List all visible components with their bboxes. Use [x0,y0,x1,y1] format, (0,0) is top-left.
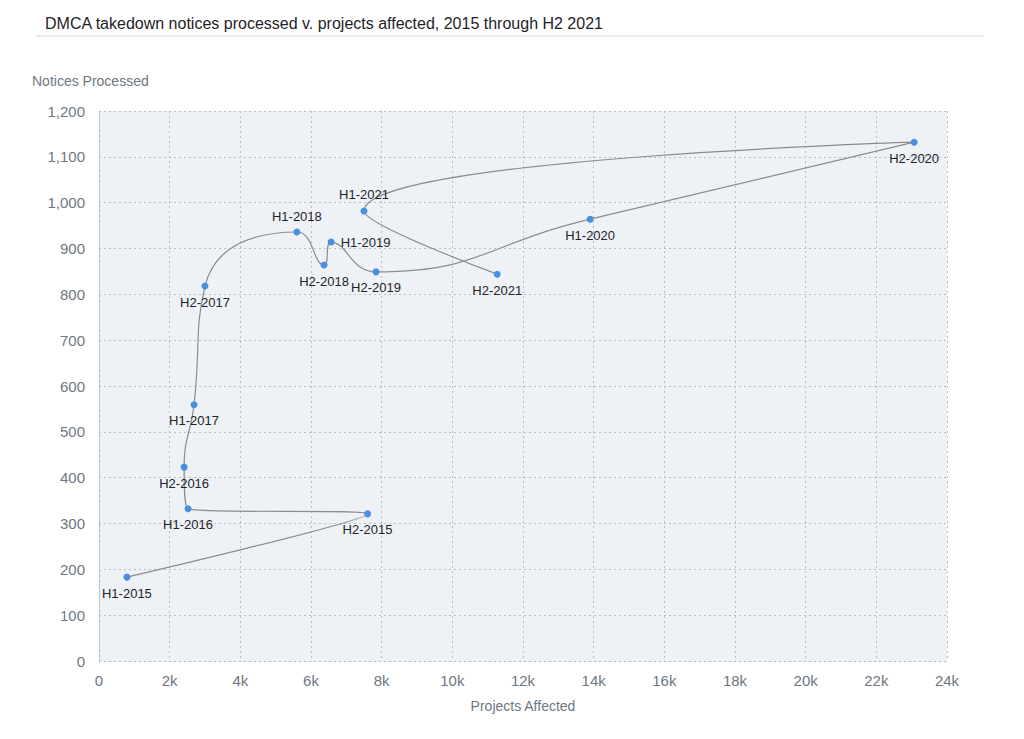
svg-text:H2-2015: H2-2015 [343,522,393,537]
svg-text:H1-2020: H1-2020 [565,228,615,243]
svg-text:2k: 2k [162,672,178,689]
svg-text:700: 700 [60,332,85,349]
svg-text:8k: 8k [374,672,390,689]
svg-text:500: 500 [60,423,85,440]
svg-text:100: 100 [60,607,85,624]
svg-text:H1-2015: H1-2015 [102,586,152,601]
svg-text:0: 0 [95,672,103,689]
svg-text:Notices Processed: Notices Processed [32,73,149,89]
svg-text:1,000: 1,000 [47,194,85,211]
svg-text:900: 900 [60,240,85,257]
svg-text:600: 600 [60,378,85,395]
svg-text:800: 800 [60,286,85,303]
svg-text:0: 0 [77,653,85,670]
svg-text:10k: 10k [440,672,465,689]
svg-text:12k: 12k [511,672,536,689]
svg-text:H1-2019: H1-2019 [341,235,391,250]
svg-text:H1-2018: H1-2018 [272,209,322,224]
svg-text:6k: 6k [303,672,319,689]
svg-text:400: 400 [60,469,85,486]
svg-text:200: 200 [60,561,85,578]
svg-text:4k: 4k [232,672,248,689]
svg-text:24k: 24k [935,672,960,689]
svg-text:H1-2021: H1-2021 [339,187,389,202]
svg-text:22k: 22k [864,672,889,689]
svg-text:H2-2019: H2-2019 [351,280,401,295]
svg-text:H2-2020: H2-2020 [889,151,939,166]
svg-text:16k: 16k [652,672,677,689]
svg-text:1,200: 1,200 [47,103,85,120]
svg-text:20k: 20k [794,672,819,689]
svg-text:Projects Affected: Projects Affected [471,698,576,714]
svg-text:H1-2016: H1-2016 [163,517,213,532]
svg-text:300: 300 [60,515,85,532]
svg-text:1,100: 1,100 [47,148,85,165]
svg-text:H2-2018: H2-2018 [299,274,349,289]
svg-text:14k: 14k [582,672,607,689]
svg-text:18k: 18k [723,672,748,689]
svg-text:H2-2021: H2-2021 [472,283,522,298]
svg-text:DMCA takedown notices processe: DMCA takedown notices processed v. proje… [45,15,603,32]
svg-text:H1-2017: H1-2017 [169,413,219,428]
svg-text:H2-2016: H2-2016 [159,476,209,491]
svg-text:H2-2017: H2-2017 [180,295,230,310]
